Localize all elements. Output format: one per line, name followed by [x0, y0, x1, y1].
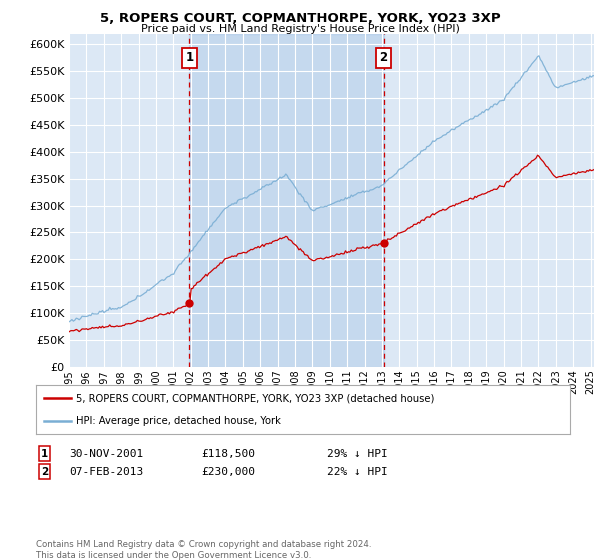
Bar [189, 34, 383, 367]
Text: 1: 1 [41, 449, 48, 459]
Text: 29% ↓ HPI: 29% ↓ HPI [327, 449, 388, 459]
Text: 07-FEB-2013: 07-FEB-2013 [69, 466, 143, 477]
Text: 2: 2 [41, 466, 48, 477]
Text: Contains HM Land Registry data © Crown copyright and database right 2024.
This d: Contains HM Land Registry data © Crown c… [36, 540, 371, 560]
Text: £230,000: £230,000 [201, 466, 255, 477]
Text: Price paid vs. HM Land Registry's House Price Index (HPI): Price paid vs. HM Land Registry's House … [140, 24, 460, 34]
Text: £118,500: £118,500 [201, 449, 255, 459]
Text: 22% ↓ HPI: 22% ↓ HPI [327, 466, 388, 477]
Text: 5, ROPERS COURT, COPMANTHORPE, YORK, YO23 3XP: 5, ROPERS COURT, COPMANTHORPE, YORK, YO2… [100, 12, 500, 25]
Text: 1: 1 [185, 52, 193, 64]
Text: 30-NOV-2001: 30-NOV-2001 [69, 449, 143, 459]
Text: HPI: Average price, detached house, York: HPI: Average price, detached house, York [76, 416, 281, 426]
Text: 2: 2 [380, 52, 388, 64]
Text: 5, ROPERS COURT, COPMANTHORPE, YORK, YO23 3XP (detached house): 5, ROPERS COURT, COPMANTHORPE, YORK, YO2… [76, 393, 434, 403]
